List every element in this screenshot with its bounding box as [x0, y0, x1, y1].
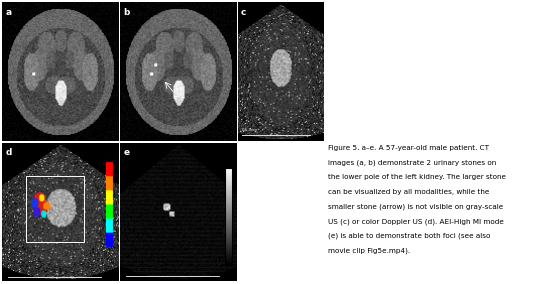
- Text: movie clip Fig5e.mp4).: movie clip Fig5e.mp4).: [328, 247, 410, 254]
- Text: 0-6.3cm: 0-6.3cm: [242, 128, 258, 132]
- Text: smaller stone (arrow) is not visible on gray-scale: smaller stone (arrow) is not visible on …: [328, 204, 504, 210]
- Text: images (a, b) demonstrate 2 urinary stones on: images (a, b) demonstrate 2 urinary ston…: [328, 160, 497, 166]
- Text: b: b: [123, 8, 130, 16]
- Text: Figure 5. a–e. A 57-year-old male patient. CT: Figure 5. a–e. A 57-year-old male patien…: [328, 145, 490, 151]
- Text: a: a: [6, 8, 12, 16]
- Text: e: e: [123, 148, 129, 157]
- Text: (e) is able to demonstrate both foci (see also: (e) is able to demonstrate both foci (se…: [328, 233, 491, 239]
- Text: the lower pole of the left kidney. The larger stone: the lower pole of the left kidney. The l…: [328, 174, 507, 180]
- Bar: [25, 176, 84, 242]
- Text: c: c: [240, 8, 245, 16]
- Text: can be visualized by all modalities, while the: can be visualized by all modalities, whi…: [328, 189, 490, 195]
- Text: US (c) or color Doppler US (d). AEI-High MI mode: US (c) or color Doppler US (d). AEI-High…: [328, 218, 504, 225]
- Text: d: d: [6, 148, 12, 157]
